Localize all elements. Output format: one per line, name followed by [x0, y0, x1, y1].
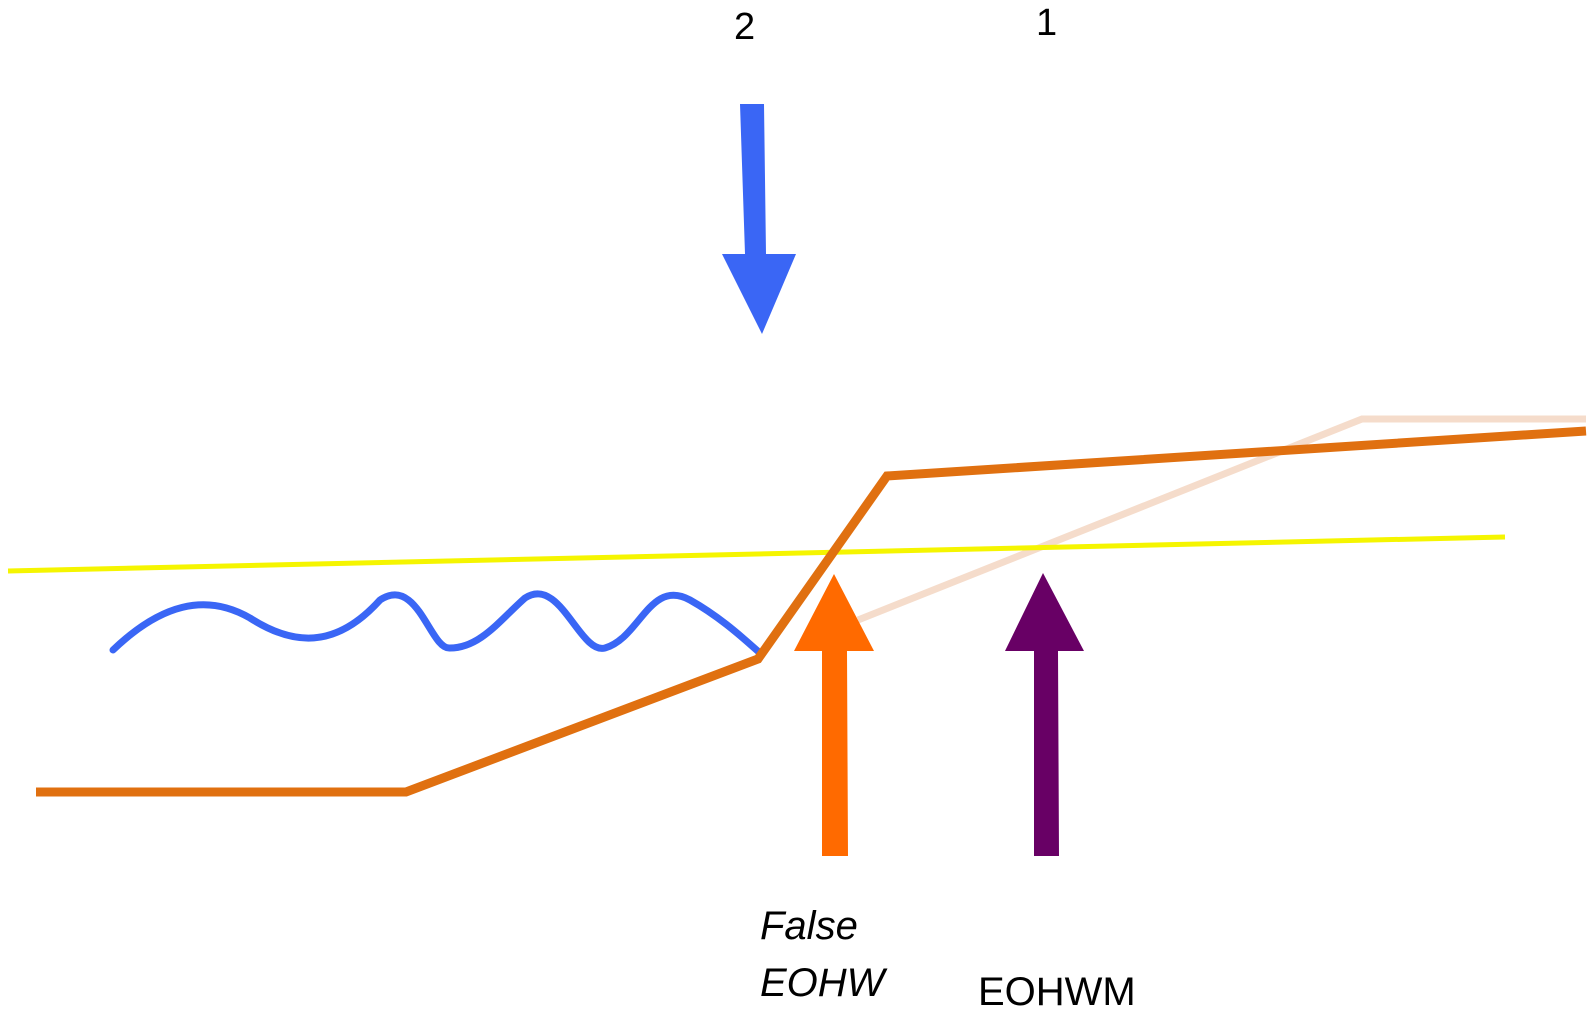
eohwm-arrow	[1005, 573, 1084, 856]
high-water-line	[7, 534, 1506, 574]
marker-1-label: 1	[1036, 2, 1058, 44]
shore-profile-line	[36, 426, 1587, 797]
former-profile-line	[856, 415, 1586, 624]
marker-2-label: 2	[734, 6, 756, 48]
false-eohw-label-line2: EOHW	[760, 961, 885, 1005]
downward-arrow-2	[722, 104, 796, 334]
eohwm-label: EOHWM	[978, 970, 1136, 1014]
false-eohw-label-line1: False	[760, 904, 858, 948]
water-wave	[109, 590, 764, 657]
false-eohw-arrow	[794, 574, 874, 856]
